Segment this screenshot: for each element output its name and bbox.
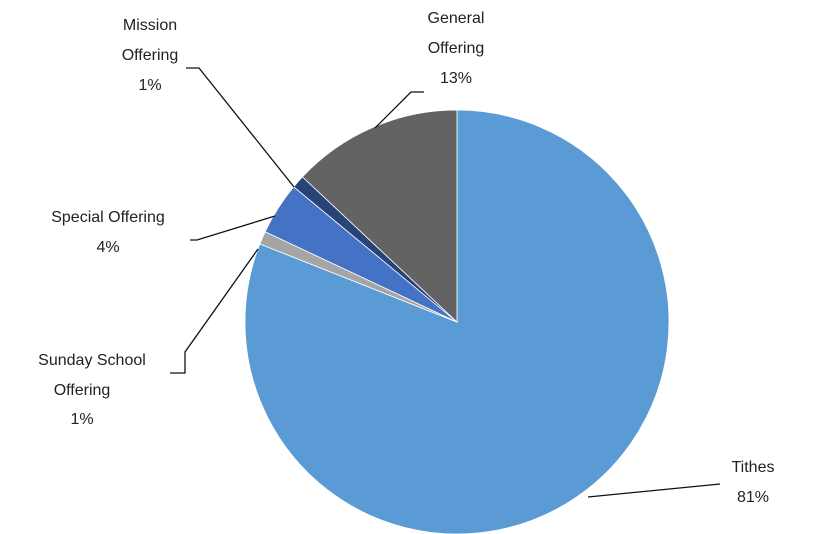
data-label-percent: 81% — [737, 489, 769, 506]
leader-line-general — [374, 91, 424, 129]
leader-line-sunday-school — [170, 248, 259, 374]
data-label-category: Offering — [428, 40, 485, 57]
data-label-sunday-school: Sunday School Offering 1% — [38, 352, 146, 428]
data-label-special: Special Offering 4% — [51, 209, 165, 256]
data-label-category: Mission — [123, 17, 177, 34]
data-label-category: Tithes — [732, 459, 775, 476]
data-label-percent: 13% — [440, 70, 472, 87]
data-label-category: Sunday School — [38, 352, 146, 369]
leader-line-tithes — [587, 483, 721, 498]
leader-lines — [170, 67, 721, 498]
data-label-category: Offering — [122, 47, 179, 64]
data-label-general: General Offering 13% — [428, 10, 485, 87]
pie-slices — [244, 109, 670, 534]
data-label-category: Offering — [54, 382, 111, 399]
data-label-percent: 4% — [96, 239, 119, 256]
leader-line-mission — [186, 67, 295, 188]
data-label-percent: 1% — [70, 411, 93, 428]
data-label-category: Special Offering — [51, 209, 165, 226]
data-label-mission: Mission Offering 1% — [122, 17, 179, 94]
pie-slice-general — [301, 109, 458, 323]
data-labels: Tithes 81% Sunday School Offering 1% Special … — [38, 10, 774, 506]
leader-line-special — [190, 215, 276, 241]
data-label-category: General — [428, 10, 485, 27]
data-label-percent: 1% — [138, 77, 161, 94]
data-label-tithes: Tithes 81% — [732, 459, 775, 506]
